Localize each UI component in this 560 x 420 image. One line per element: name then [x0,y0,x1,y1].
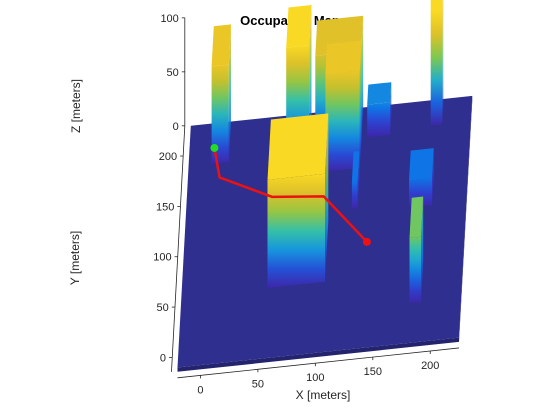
obstacle-block [325,40,362,172]
obstacle-layer [211,0,444,303]
y-axis-line [171,125,186,372]
y-tick-label: 150 [156,201,174,213]
obstacle-side-face [357,151,360,209]
z-tick-label: 100 [160,13,178,25]
obstacle-front-face [367,102,391,138]
obstacle-top-face [325,40,362,75]
x-axis-line [177,347,460,379]
obstacle-side-face [390,82,392,135]
x-tick-label: 0 [197,384,203,396]
ground-front-edge [177,337,459,372]
obstacle-block [367,82,392,138]
obstacle-side-face [442,0,444,125]
obstacle-top-face [409,196,424,238]
x-axis-label: X [meters] [296,388,351,402]
obstacle-front-face [267,173,325,288]
obstacle-block [351,151,360,209]
obstacle-side-face [325,113,329,282]
x-tick-label: 200 [421,360,439,372]
obstacle-top-face [351,151,360,182]
obstacle-side-face [361,15,364,143]
obstacle-top-face [211,24,231,67]
z-axis-label: Z [meters] [69,79,83,133]
planned-path-line [213,147,368,243]
obstacle-front-face [409,236,421,303]
start-marker [210,143,219,152]
obstacle-top-face [367,82,392,105]
obstacle-front-face [351,181,358,209]
x-tick-label: 100 [306,372,324,384]
obstacle-top-face [267,113,329,180]
z-tick-label: 0 [173,121,179,133]
obstacle-side-face [359,40,362,168]
y-tick-label: 50 [157,302,169,314]
obstacle-front-face [430,0,443,126]
obstacle-side-face [228,24,231,162]
obstacle-block [409,196,424,303]
y-tick-label: 200 [159,151,177,163]
obstacle-top-face [286,5,312,48]
obstacle-block [430,0,444,126]
y-axis-label: Y [meters] [68,231,82,285]
axes-layer: 0 50 100 150 200 0 50 100 150 200 0 50 100 [153,13,460,396]
obstacle-front-face [211,64,229,164]
y-tick-label: 0 [160,352,166,364]
z-tick-label: 50 [167,67,179,79]
obstacle-front-face [325,70,360,172]
x-tick-label: 50 [252,378,264,390]
goal-marker [362,237,371,246]
obstacle-side-face [432,148,434,206]
obstacle-side-face [421,196,424,302]
obstacle-block [267,113,329,288]
x-tick-label: 150 [364,366,382,378]
obstacle-top-face [409,148,434,181]
ground-side-edge [459,95,473,342]
path-layer [210,143,371,246]
obstacle-block [211,24,231,164]
y-tick-label: 100 [153,252,171,264]
